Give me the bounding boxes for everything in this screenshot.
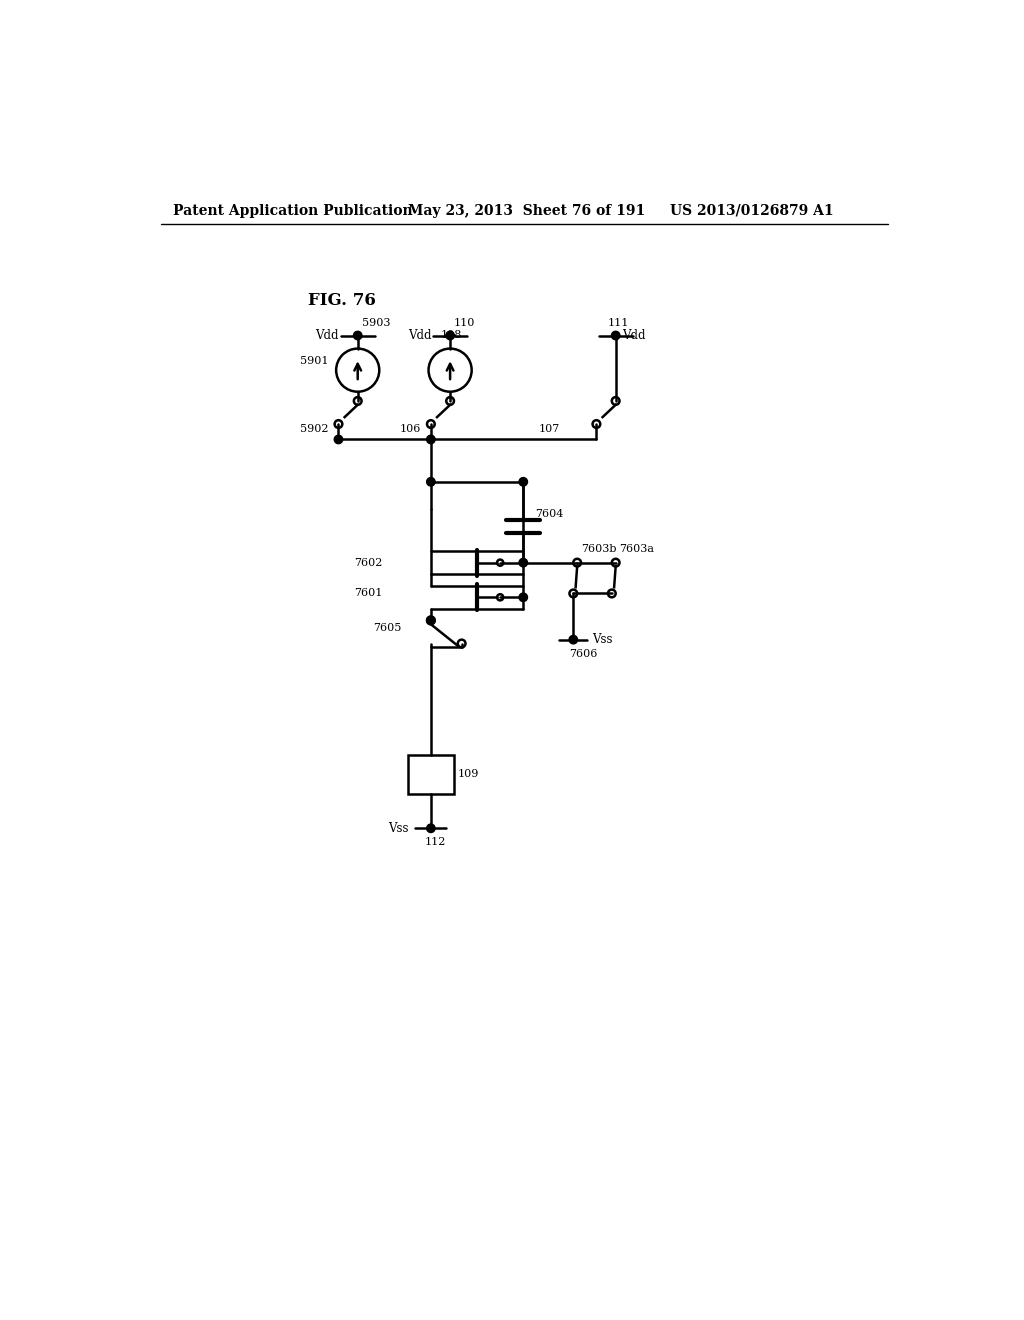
Bar <box>408 755 454 793</box>
Circle shape <box>519 478 527 486</box>
Text: Vss: Vss <box>388 822 409 834</box>
Text: Patent Application Publication: Patent Application Publication <box>173 203 413 218</box>
Circle shape <box>519 558 527 566</box>
Text: 107: 107 <box>539 425 560 434</box>
Circle shape <box>353 331 361 339</box>
Text: 7602: 7602 <box>354 557 382 568</box>
Text: May 23, 2013  Sheet 76 of 191: May 23, 2013 Sheet 76 of 191 <box>408 203 645 218</box>
Text: 5902: 5902 <box>300 425 329 434</box>
Circle shape <box>427 616 435 624</box>
Text: 110: 110 <box>454 318 475 329</box>
Text: US 2013/0126879 A1: US 2013/0126879 A1 <box>670 203 834 218</box>
Text: Vss: Vss <box>593 634 613 647</box>
Text: 108: 108 <box>441 330 462 341</box>
Text: 112: 112 <box>425 837 446 847</box>
Text: 7605: 7605 <box>373 623 401 634</box>
Circle shape <box>334 436 343 444</box>
Circle shape <box>569 635 578 644</box>
Text: 7601: 7601 <box>354 589 382 598</box>
Circle shape <box>445 331 455 339</box>
Text: 7603b: 7603b <box>581 544 616 554</box>
Text: Vdd: Vdd <box>315 329 339 342</box>
Text: 7606: 7606 <box>569 648 598 659</box>
Text: 106: 106 <box>400 425 422 434</box>
Text: 7603a: 7603a <box>620 544 654 554</box>
Text: 5903: 5903 <box>361 318 390 329</box>
Text: Vdd: Vdd <box>408 329 431 342</box>
Text: 7604: 7604 <box>535 510 563 519</box>
Circle shape <box>427 436 435 444</box>
Circle shape <box>427 824 435 833</box>
Circle shape <box>611 331 620 339</box>
Text: FIG. 76: FIG. 76 <box>307 292 376 309</box>
Circle shape <box>427 478 435 486</box>
Circle shape <box>519 593 527 602</box>
Text: 111: 111 <box>608 318 630 329</box>
Text: Vdd: Vdd <box>622 329 645 342</box>
Text: 109: 109 <box>458 770 479 779</box>
Text: 5901: 5901 <box>300 356 329 366</box>
